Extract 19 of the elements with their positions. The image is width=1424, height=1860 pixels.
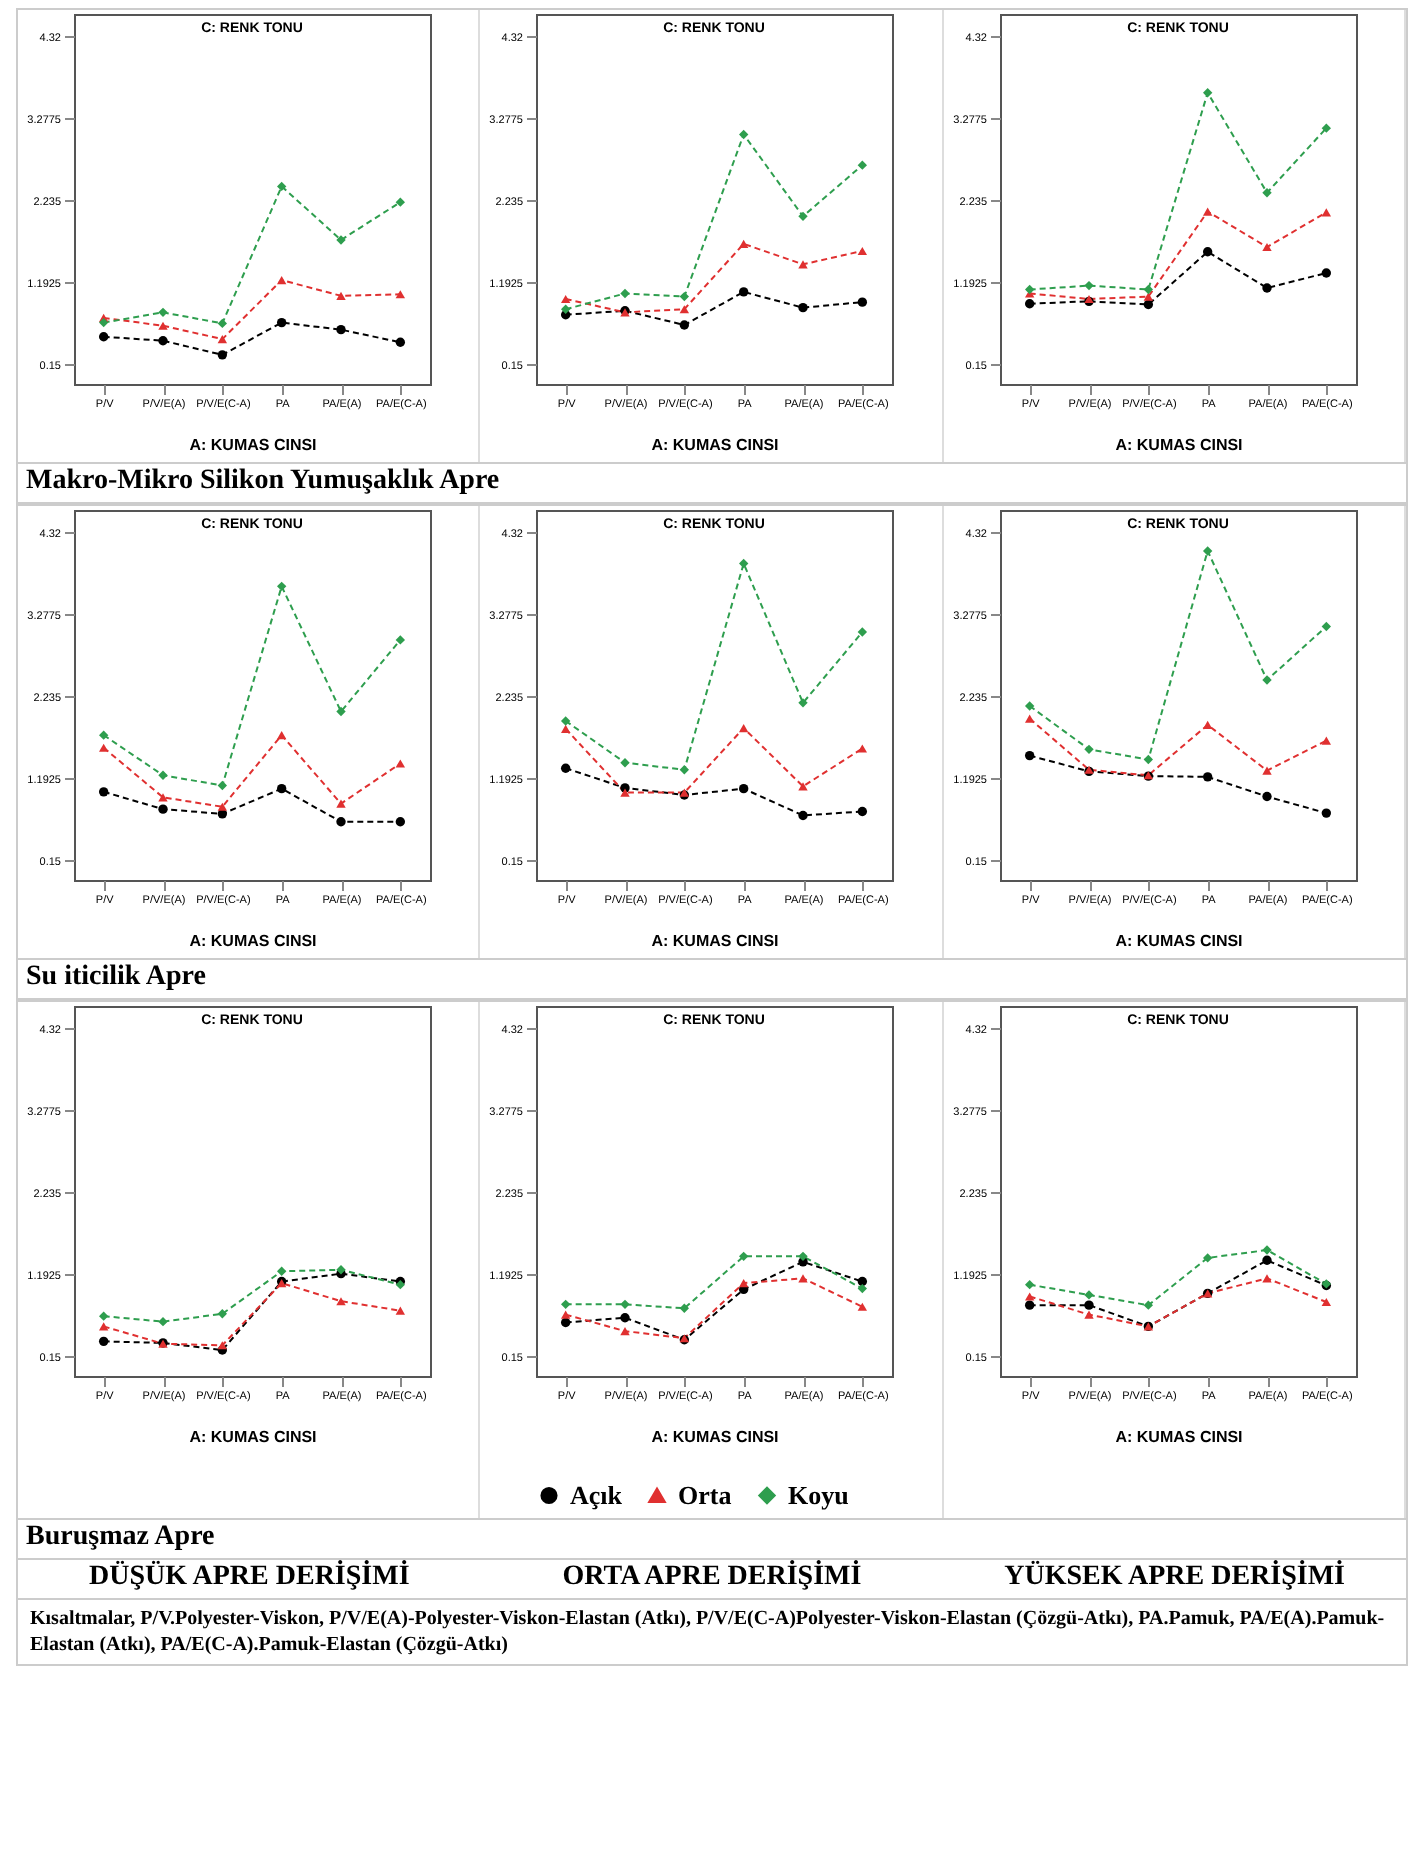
x-axis-title: A: KUMAS CINSI [1114, 1428, 1242, 1446]
x-axis-title: A: KUMAS CINSI [1114, 932, 1242, 950]
text: Buruşmaz Apre [16, 1520, 1408, 1560]
text: Makro-Mikro Silikon Yumuşaklık Apre [16, 464, 1408, 504]
x-axis-title: A: KUMAS CINSI [189, 436, 317, 454]
legend-label: Koyu [788, 1479, 850, 1510]
x-axis-title: A: KUMAS CINSI [189, 1428, 317, 1446]
x-axis-title: A: KUMAS CINSI [189, 932, 317, 950]
x-axis-title: A: KUMAS CINSI [652, 436, 780, 454]
text: Su iticilik Apre [16, 960, 1408, 1000]
text: ORTA APRE DERİŞİMİ [560, 1560, 864, 1596]
x-axis-title: A: KUMAS CINSI [1114, 436, 1242, 454]
text: DÜŞÜK APRE DERİŞİMİ [87, 1560, 412, 1596]
text: YÜKSEK APRE DERİŞİMİ [1002, 1560, 1347, 1596]
x-axis-title: A: KUMAS CINSI [652, 1428, 780, 1446]
legend-label: Açık [570, 1479, 625, 1510]
x-axis-title: A: KUMAS CINSI [652, 932, 780, 950]
text: Kısaltmalar, P/V.Polyester-Viskon, P/V/E(A)-Polyester-Viskon-Elastan (Atkı), P/V/E(C-A)Polyester-Viskon-Elastan (Çözgü-Atkı), PA.Pamuk, PA/E(A).Pamuk-Elastan (Atkı), PA/E(C-A).Pamuk-Elastan (Çözgü-Atkı) [16, 1600, 1408, 1666]
legend-label: Orta [678, 1479, 734, 1510]
